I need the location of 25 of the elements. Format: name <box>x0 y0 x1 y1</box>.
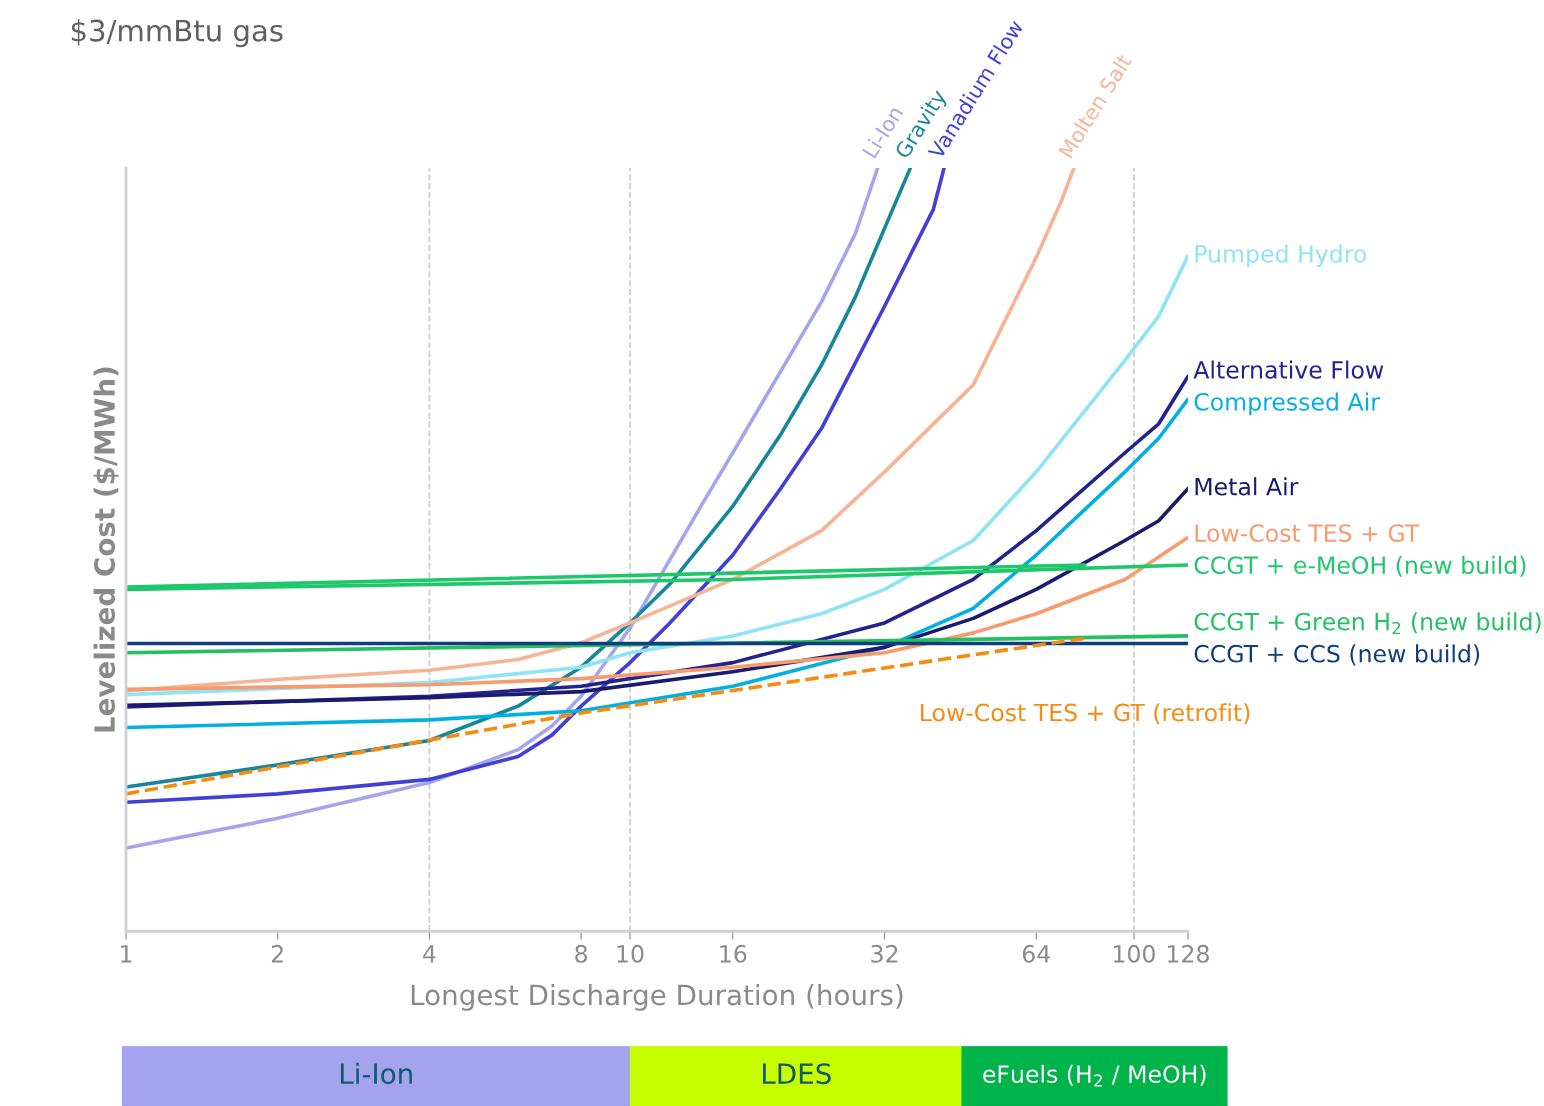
series-label: Metal Air <box>1195 477 1299 496</box>
text: eFuels (H$_{2}$ / MeOH) <box>983 1064 1206 1087</box>
chart-title: $3/mmBtu gas <box>71 19 283 48</box>
series-label: Pumped Hydro <box>1195 244 1367 268</box>
series-label: CCGT + e-MeOH (new build) <box>1194 555 1526 577</box>
x-tick-label: 10 <box>617 944 644 963</box>
x-axis-title: Longest Discharge Duration (hours) <box>411 983 903 1011</box>
y-axis-title: Levelized Cost ($/MWh) <box>93 367 119 732</box>
series-label: Alternative Flow <box>1193 360 1384 379</box>
x-tick-label: 8 <box>575 944 588 963</box>
x-tick-label: 32 <box>871 944 898 963</box>
x-tick-label: 1 <box>121 945 132 963</box>
series-label: Low-Cost TES + GT <box>1195 524 1420 543</box>
series-label: CCGT + CCS (new build) <box>1194 644 1480 666</box>
x-tick-label: 4 <box>423 945 436 963</box>
text: Li-Ion <box>340 1062 412 1085</box>
x-tick-label: 2 <box>271 944 283 963</box>
series-label: Compressed Air <box>1194 392 1380 416</box>
series-label: CCGT + Green H$_{2}$ (new build) <box>1194 612 1541 635</box>
x-tick-label: 64 <box>1022 944 1050 963</box>
text: LDES <box>763 1063 831 1085</box>
series-label: Low-Cost TES + GT (retrofit) <box>921 703 1250 725</box>
x-tick-label: 100 <box>1113 944 1155 963</box>
x-tick-label: 128 <box>1168 944 1209 963</box>
x-tick-label: 16 <box>720 944 747 963</box>
